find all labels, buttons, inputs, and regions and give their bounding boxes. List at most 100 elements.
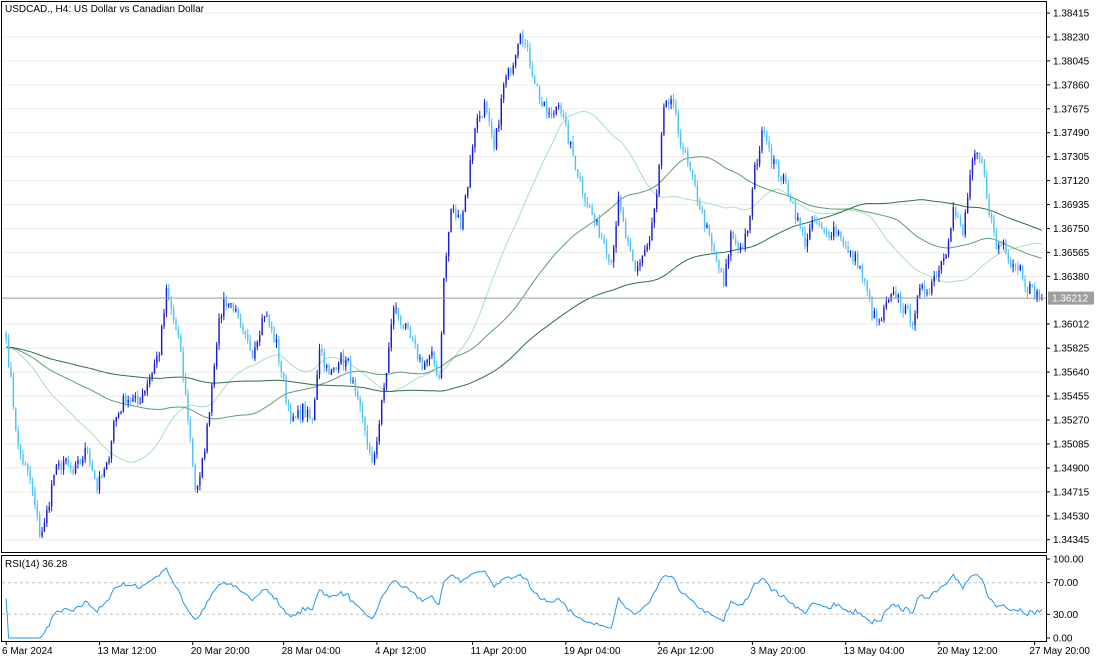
candle-body: [931, 282, 933, 294]
candle-body: [82, 459, 84, 464]
rsi-panel[interactable]: 100.00 70.00 30.00 0.00 RSI(14) 36.28: [1, 555, 1085, 645]
candle-body: [19, 445, 22, 455]
x-tick-label: 11 Apr 20:00: [471, 646, 527, 657]
candle-body: [383, 387, 385, 400]
candle: [31, 477, 34, 497]
candle: [632, 249, 634, 262]
candle-body: [385, 372, 388, 388]
candle-body: [467, 187, 469, 196]
candle: [1002, 239, 1005, 250]
candle: [758, 145, 761, 168]
candle-body: [447, 231, 450, 257]
candle-body: [17, 430, 19, 446]
candle: [799, 217, 801, 230]
candle: [357, 386, 359, 401]
candle-body: [679, 133, 682, 147]
candle-body: [1038, 291, 1041, 300]
candle-body: [684, 150, 687, 152]
candle: [957, 212, 959, 218]
candle-body: [1041, 298, 1043, 300]
candle: [773, 155, 775, 170]
candle: [17, 426, 19, 450]
candle-body: [751, 189, 754, 216]
candle: [565, 112, 567, 127]
candle: [792, 201, 794, 205]
candle: [41, 526, 43, 539]
candle: [797, 212, 799, 222]
candle-body: [557, 105, 560, 107]
candle-body: [696, 185, 699, 202]
candle-body: [208, 412, 211, 425]
candle: [196, 485, 199, 494]
candle-body: [235, 308, 237, 312]
y-tick-label: 1.35085: [1053, 439, 1090, 450]
candle-body: [433, 351, 436, 365]
candle-body: [811, 220, 813, 229]
candle: [65, 457, 67, 465]
candle-body: [435, 364, 438, 376]
candle: [852, 249, 854, 265]
candle-body: [481, 116, 483, 118]
candle: [201, 457, 204, 479]
candle: [971, 157, 974, 181]
candle-body: [560, 105, 562, 114]
y-tick-label: 1.35825: [1053, 344, 1090, 355]
candle-body: [101, 476, 103, 478]
candle-body: [833, 226, 835, 237]
candle-body: [184, 378, 187, 394]
candle: [215, 341, 218, 370]
x-tick-label: 20 May 12:00: [937, 646, 998, 657]
candle: [146, 379, 149, 396]
candlesticks[interactable]: [5, 29, 1043, 539]
time-axis[interactable]: 6 Mar 2024 13 Mar 12:00 20 Mar 20:00 28 Mar…: [2, 641, 1090, 657]
candle-body: [706, 224, 708, 228]
candle: [1033, 282, 1036, 300]
price-panel[interactable]: 1.38415 1.38230 1.38045 1.37860 1.37675 1.374…: [1, 1, 1095, 553]
y-tick-label: 1.36565: [1053, 248, 1090, 259]
candle: [672, 93, 675, 109]
y-tick-label: 1.35640: [1053, 368, 1090, 379]
price-panel-frame: [1, 1, 1047, 553]
candle: [691, 169, 694, 181]
candle: [416, 343, 419, 362]
candle: [732, 230, 734, 240]
candle: [330, 368, 333, 375]
candle: [268, 313, 271, 329]
candle-body: [196, 485, 199, 490]
candle: [256, 340, 259, 351]
candle: [878, 318, 880, 326]
price-axis[interactable]: 1.38415 1.38230 1.38045 1.37860 1.37675 1.374…: [1046, 9, 1090, 547]
candle-body: [569, 141, 572, 145]
candle-body: [809, 228, 811, 239]
candle-body: [610, 261, 613, 263]
candle-body: [514, 55, 517, 66]
candle-body: [223, 297, 225, 317]
candle-body: [189, 419, 192, 439]
candle: [954, 206, 957, 220]
candle: [275, 334, 278, 349]
candle-body: [708, 224, 711, 235]
candle-body: [895, 291, 897, 298]
candle: [134, 392, 137, 403]
candle: [440, 331, 443, 380]
candle: [612, 244, 615, 268]
candle: [172, 304, 175, 325]
candle: [617, 191, 620, 227]
candle-body: [677, 113, 679, 134]
candle-body: [330, 369, 333, 375]
candle: [809, 223, 811, 241]
candle: [1021, 264, 1024, 282]
candle-body: [325, 365, 328, 368]
candle: [608, 253, 610, 265]
candle-body: [359, 397, 361, 407]
candle: [459, 213, 462, 230]
candle: [101, 473, 103, 479]
candle-body: [175, 320, 177, 330]
candle: [978, 152, 981, 164]
candle-body: [194, 465, 196, 490]
candle: [445, 252, 447, 282]
candle-body: [534, 76, 536, 84]
candle: [424, 360, 426, 370]
